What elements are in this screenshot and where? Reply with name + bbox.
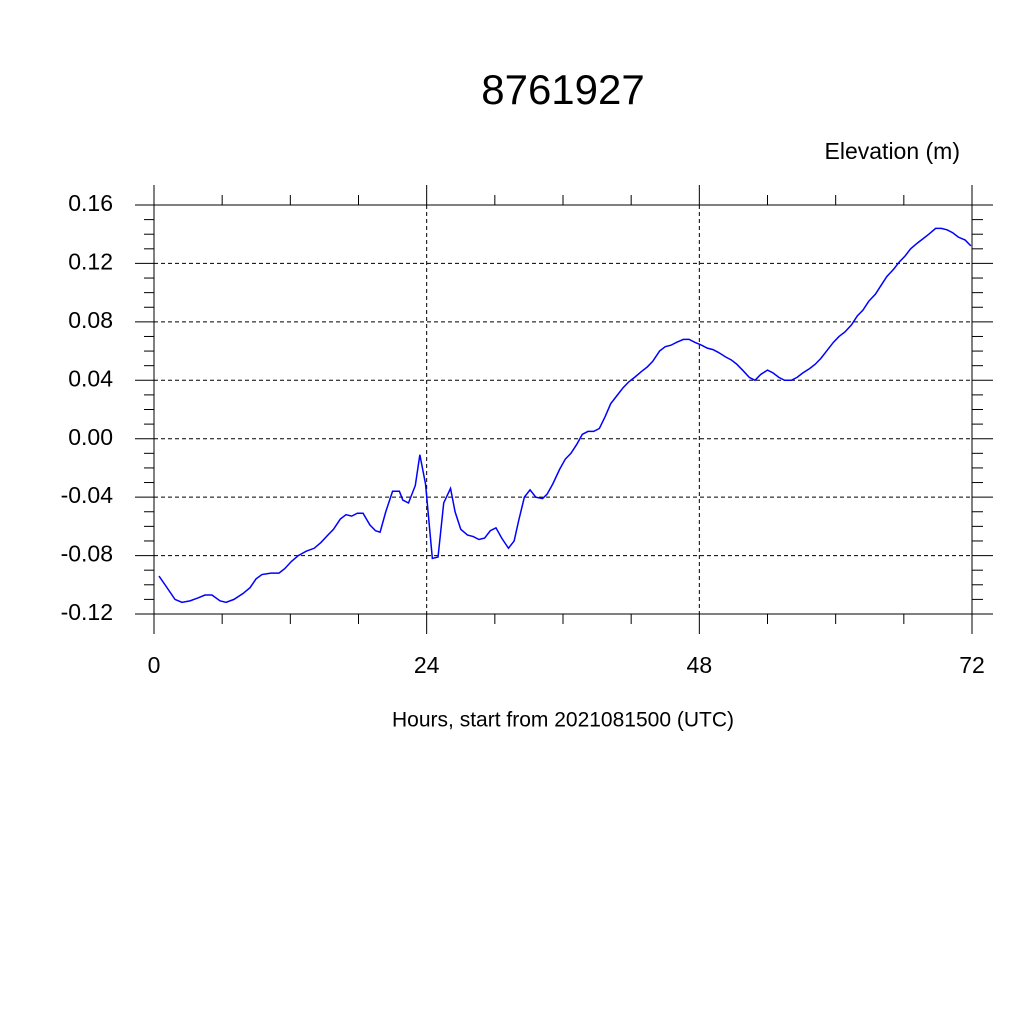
chart-title: 8761927 (481, 66, 645, 113)
x-axis-label: Hours, start from 2021081500 (UTC) (392, 709, 734, 732)
x-tick-label: 72 (959, 652, 985, 678)
y-tick-label: -0.08 (61, 541, 113, 567)
plot-frame (153, 204, 973, 615)
y-tick-label: -0.04 (61, 482, 114, 508)
y-axis-label: Elevation (m) (825, 138, 960, 164)
data-line (158, 227, 972, 604)
y-tick-label: 0.00 (68, 424, 113, 450)
y-tick-label: 0.12 (68, 249, 113, 275)
x-tick-label: 0 (148, 652, 161, 678)
y-tick-label: 0.16 (68, 190, 113, 216)
y-tick-label: 0.04 (68, 365, 113, 391)
y-tick-label: 0.08 (68, 307, 113, 333)
x-tick-label: 24 (414, 652, 440, 678)
x-tick-label: 48 (687, 652, 713, 678)
y-tick-label: -0.12 (61, 599, 113, 625)
